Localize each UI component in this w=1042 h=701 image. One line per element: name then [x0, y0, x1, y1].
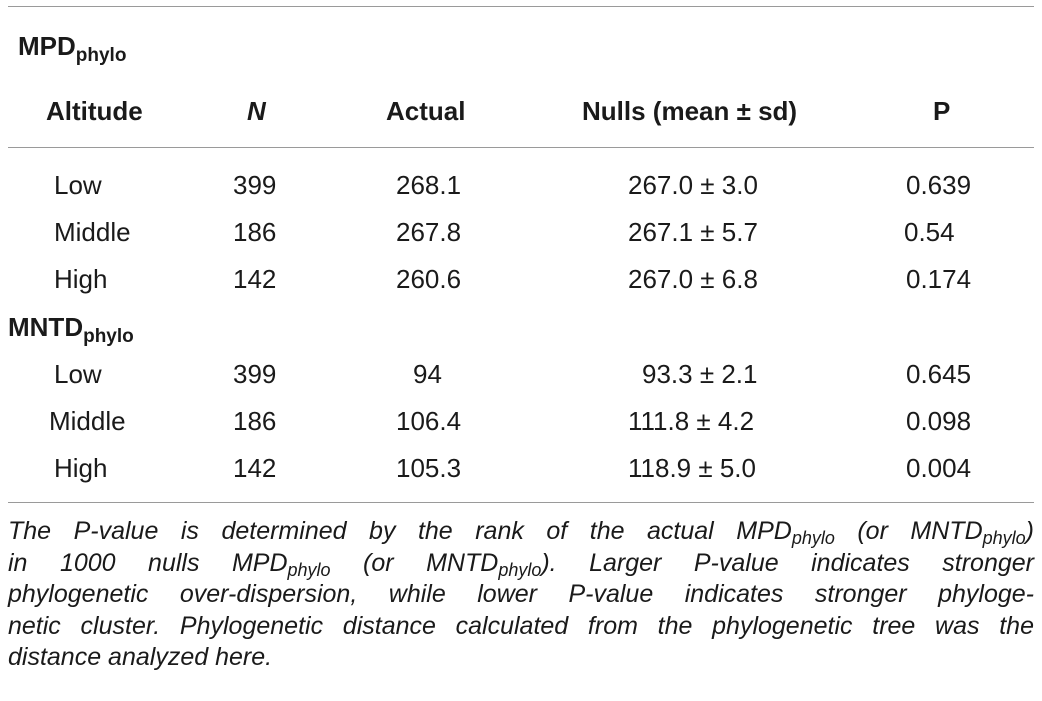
cell-n: 186: [233, 406, 277, 436]
cell-actual: 94: [413, 359, 442, 389]
section-title-mntd: MNTDphylo: [8, 312, 134, 347]
cell-actual: 106.4: [396, 406, 462, 436]
cell-altitude: High: [54, 264, 108, 294]
header-n: N: [247, 96, 266, 126]
cell-actual: 267.8: [396, 217, 462, 247]
cell-nulls: 118.9 ± 5.0: [628, 453, 756, 483]
header-p: P: [933, 96, 951, 126]
cell-p: 0.004: [906, 453, 972, 483]
section-title-mpd: MPDphylo: [18, 31, 127, 66]
cell-p: 0.54: [904, 217, 955, 247]
header-actual: Actual: [386, 96, 466, 126]
cell-n: 399: [233, 170, 277, 200]
cell-p: 0.639: [906, 170, 972, 200]
cell-n: 186: [233, 217, 277, 247]
cell-n: 142: [233, 453, 277, 483]
cell-altitude: Middle: [49, 406, 126, 436]
cell-nulls: 267.1 ± 5.7: [628, 217, 758, 247]
table-footnote: The P-value is determined by the rank of…: [8, 516, 1034, 674]
cell-altitude: Middle: [54, 217, 131, 247]
cell-nulls: 111.8 ± 4.2: [628, 406, 755, 436]
cell-altitude: Low: [54, 359, 102, 389]
footnote-line: The P-value is determined by the rank of…: [8, 517, 1034, 548]
footnote-line: phylogenetic over-dispersion, while lowe…: [8, 580, 1034, 608]
cell-nulls: 93.3 ± 2.1: [642, 359, 758, 389]
cell-p: 0.645: [906, 359, 972, 389]
header-rule: [8, 147, 1034, 148]
cell-n: 399: [233, 359, 277, 389]
header-altitude: Altitude: [46, 96, 143, 126]
cell-p: 0.174: [906, 264, 972, 294]
cell-altitude: High: [54, 453, 108, 483]
bottom-rule: [8, 502, 1034, 503]
top-rule: [8, 6, 1034, 7]
footnote-line: distance analyzed here.: [8, 643, 273, 671]
cell-actual: 260.6: [396, 264, 462, 294]
cell-actual: 105.3: [396, 453, 462, 483]
cell-altitude: Low: [54, 170, 102, 200]
cell-nulls: 267.0 ± 6.8: [628, 264, 758, 294]
footnote-line: in 1000 nulls MPDphylo (or MNTDphylo). L…: [8, 548, 1034, 580]
cell-nulls: 267.0 ± 3.0: [628, 170, 758, 200]
cell-actual: 268.1: [396, 170, 462, 200]
header-nulls: Nulls (mean ± sd): [582, 96, 798, 126]
cell-n: 142: [233, 264, 277, 294]
footnote-line: netic cluster. Phylogenetic distance cal…: [8, 611, 1034, 640]
cell-p: 0.098: [906, 406, 972, 436]
